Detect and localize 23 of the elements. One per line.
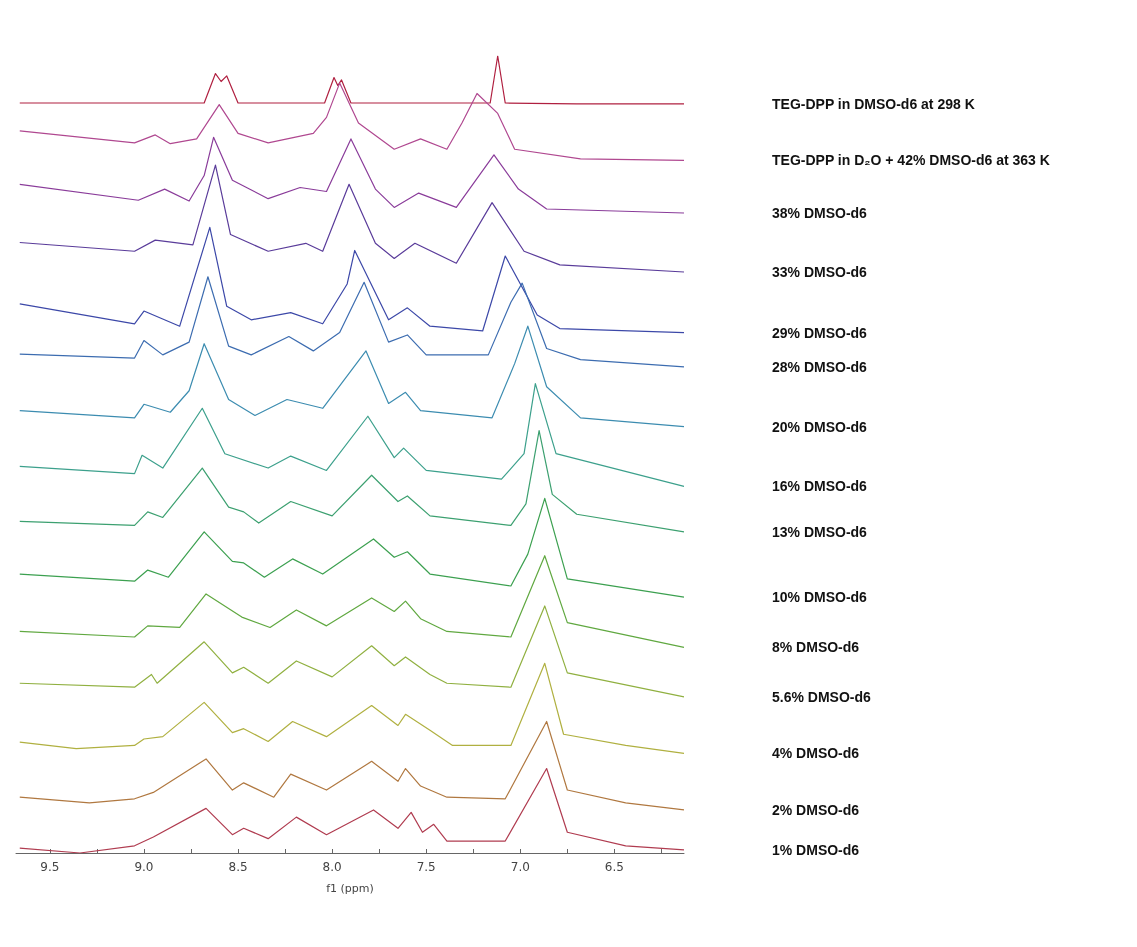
text: 2% DMSO-d6 xyxy=(772,801,860,818)
text: 10% DMSO-d6 xyxy=(772,589,868,606)
x-tick-label: 6.5 xyxy=(604,860,624,874)
x-tick-label: 7.0 xyxy=(510,860,530,874)
text: 16% DMSO-d6 xyxy=(772,478,868,495)
x-tick-label: 8.5 xyxy=(228,860,248,874)
x-tick-label: 7.5 xyxy=(416,860,436,874)
text: 4% DMSO-d6 xyxy=(772,745,860,762)
text: 33% DMSO-d6 xyxy=(772,263,868,280)
text: 5.6% DMSO-d6 xyxy=(772,688,872,705)
text: 38% DMSO-d6 xyxy=(772,205,868,222)
x-axis-title: f1 (ppm) xyxy=(326,882,374,895)
text: 29% DMSO-d6 xyxy=(772,324,868,341)
text: TEG-DPP in D₂O + 42% DMSO-d6 at 363 K xyxy=(772,152,1050,169)
text: 1% DMSO-d6 xyxy=(772,841,860,858)
text: 13% DMSO-d6 xyxy=(772,523,868,540)
text: 20% DMSO-d6 xyxy=(772,418,868,435)
text: 8% DMSO-d6 xyxy=(772,639,860,656)
text: TEG-DPP in DMSO-d6 at 298 K xyxy=(772,95,975,112)
x-tick-label: 9.5 xyxy=(40,860,60,874)
x-tick-label: 9.0 xyxy=(134,860,154,874)
x-tick-label: 8.0 xyxy=(322,860,342,874)
text: 28% DMSO-d6 xyxy=(772,358,868,375)
